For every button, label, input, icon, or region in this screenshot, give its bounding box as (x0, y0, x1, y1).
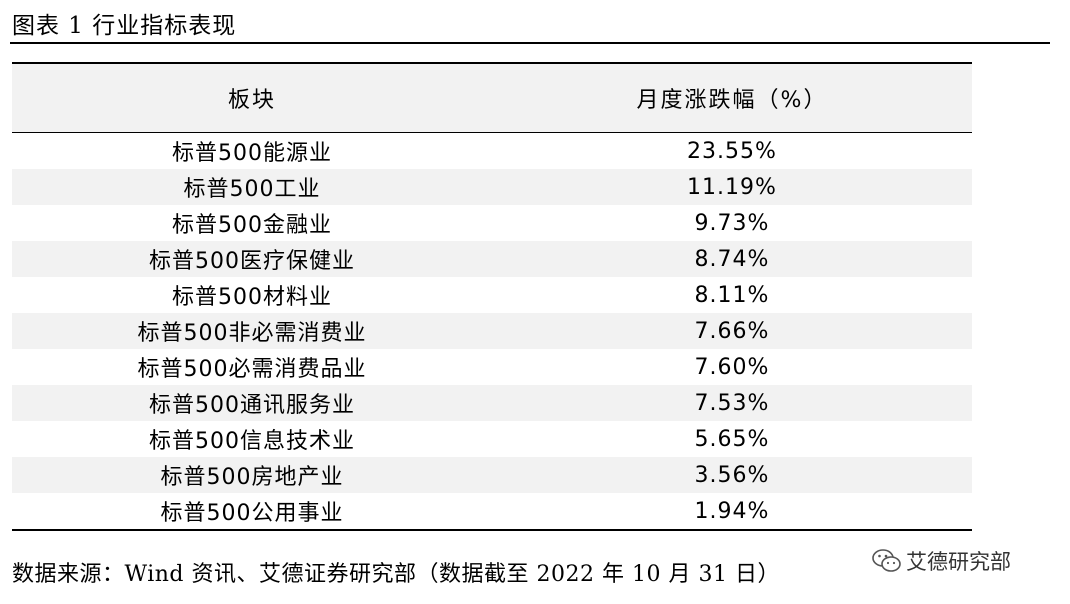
table-row: 标普500能源业 23.55% (12, 133, 972, 169)
table-row: 标普500工业 11.19% (12, 169, 972, 205)
sector-cell: 标普500医疗保健业 (149, 249, 355, 274)
table-row: 标普500公用事业 1.94% (12, 493, 972, 529)
sector-cell: 标普500必需消费品业 (137, 357, 367, 382)
table-row: 标普500医疗保健业 8.74% (12, 241, 972, 277)
sector-cell: 标普500能源业 (172, 141, 332, 166)
table-row: 标普500非必需消费业 7.66% (12, 313, 972, 349)
table-row: 标普500房地产业 3.56% (12, 457, 972, 493)
figure-title: 图表 1 行业指标表现 (12, 13, 237, 39)
sector-cell: 标普500通讯服务业 (149, 393, 355, 418)
table-bottom-rule (12, 529, 972, 531)
change-cell: 23.55% (687, 138, 777, 164)
change-cell: 3.56% (694, 462, 770, 488)
watermark-text: 艾德研究部 (906, 550, 1011, 574)
watermark: 艾德研究部 (872, 546, 1011, 576)
sector-cell: 标普500工业 (183, 177, 321, 202)
table-row: 标普500通讯服务业 7.53% (12, 385, 972, 421)
change-cell: 7.66% (694, 318, 770, 344)
table-header: 板块 月度涨跌幅（%） (12, 64, 972, 133)
change-cell: 7.53% (694, 390, 770, 416)
sector-cell: 标普500材料业 (172, 285, 332, 310)
sector-cell: 标普500信息技术业 (149, 429, 355, 454)
sector-cell: 标普500金融业 (172, 213, 332, 238)
sector-cell: 标普500公用事业 (160, 501, 344, 526)
wechat-icon (872, 549, 901, 572)
header-monthly-change: 月度涨跌幅（%） (636, 88, 828, 113)
change-cell: 8.11% (694, 282, 770, 308)
sector-performance-table: 板块 月度涨跌幅（%） 标普500能源业 23.55% 标普500工业 11.19% 标… (12, 62, 972, 531)
change-cell: 7.60% (694, 354, 770, 380)
table-row: 标普500金融业 9.73% (12, 205, 972, 241)
table-row: 标普500材料业 8.11% (12, 277, 972, 313)
sector-cell: 标普500非必需消费业 (137, 321, 367, 346)
data-source-note: 数据来源：Wind 资讯、艾德证券研究部（数据截至 2022 年 10 月 31… (12, 562, 780, 587)
sector-cell: 标普500房地产业 (160, 465, 344, 490)
change-cell: 8.74% (694, 246, 770, 272)
table-row: 标普500信息技术业 5.65% (12, 421, 972, 457)
table-body: 标普500能源业 23.55% 标普500工业 11.19% 标普500金融业 9.73%… (12, 133, 972, 529)
change-cell: 5.65% (694, 426, 770, 452)
change-cell: 9.73% (694, 210, 770, 236)
table-top-rule (12, 62, 972, 64)
table-row: 标普500必需消费品业 7.60% (12, 349, 972, 385)
change-cell: 1.94% (694, 498, 770, 524)
title-divider (10, 42, 1050, 44)
change-cell: 11.19% (687, 174, 777, 200)
header-sector: 板块 (227, 88, 276, 113)
